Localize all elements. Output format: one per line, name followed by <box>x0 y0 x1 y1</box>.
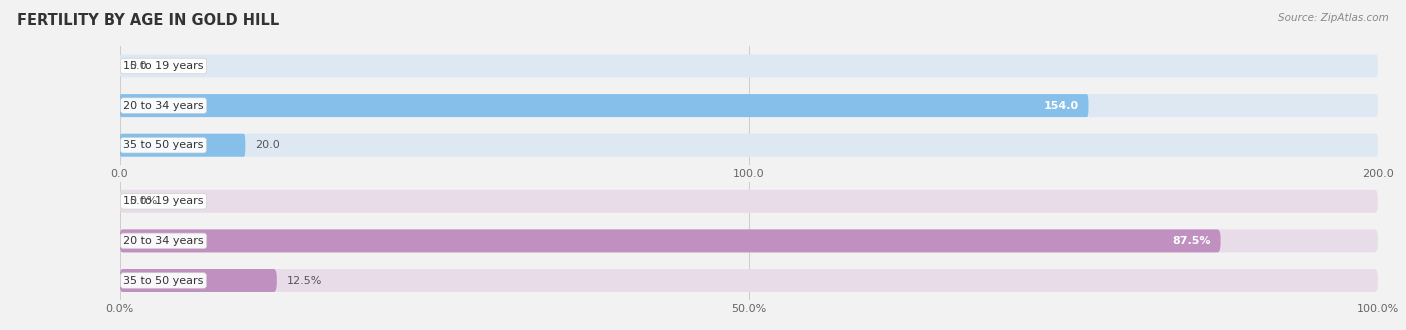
Text: 12.5%: 12.5% <box>287 276 322 285</box>
FancyBboxPatch shape <box>120 269 277 292</box>
Text: 35 to 50 years: 35 to 50 years <box>124 276 204 285</box>
FancyBboxPatch shape <box>120 269 1378 292</box>
FancyBboxPatch shape <box>120 229 1378 252</box>
FancyBboxPatch shape <box>120 134 1378 157</box>
Text: 35 to 50 years: 35 to 50 years <box>124 140 204 150</box>
Text: 87.5%: 87.5% <box>1173 236 1211 246</box>
FancyBboxPatch shape <box>120 94 1088 117</box>
FancyBboxPatch shape <box>120 54 1378 78</box>
Text: 20.0: 20.0 <box>256 140 280 150</box>
Text: 20 to 34 years: 20 to 34 years <box>124 236 204 246</box>
Text: 15 to 19 years: 15 to 19 years <box>124 61 204 71</box>
Text: 0.0: 0.0 <box>129 61 148 71</box>
Text: 0.0%: 0.0% <box>129 196 157 206</box>
FancyBboxPatch shape <box>120 94 1378 117</box>
Text: Source: ZipAtlas.com: Source: ZipAtlas.com <box>1278 13 1389 23</box>
Text: FERTILITY BY AGE IN GOLD HILL: FERTILITY BY AGE IN GOLD HILL <box>17 13 280 28</box>
FancyBboxPatch shape <box>120 134 245 157</box>
Text: 15 to 19 years: 15 to 19 years <box>124 196 204 206</box>
Text: 154.0: 154.0 <box>1043 101 1078 111</box>
Text: 20 to 34 years: 20 to 34 years <box>124 101 204 111</box>
FancyBboxPatch shape <box>120 190 1378 213</box>
FancyBboxPatch shape <box>120 229 1220 252</box>
